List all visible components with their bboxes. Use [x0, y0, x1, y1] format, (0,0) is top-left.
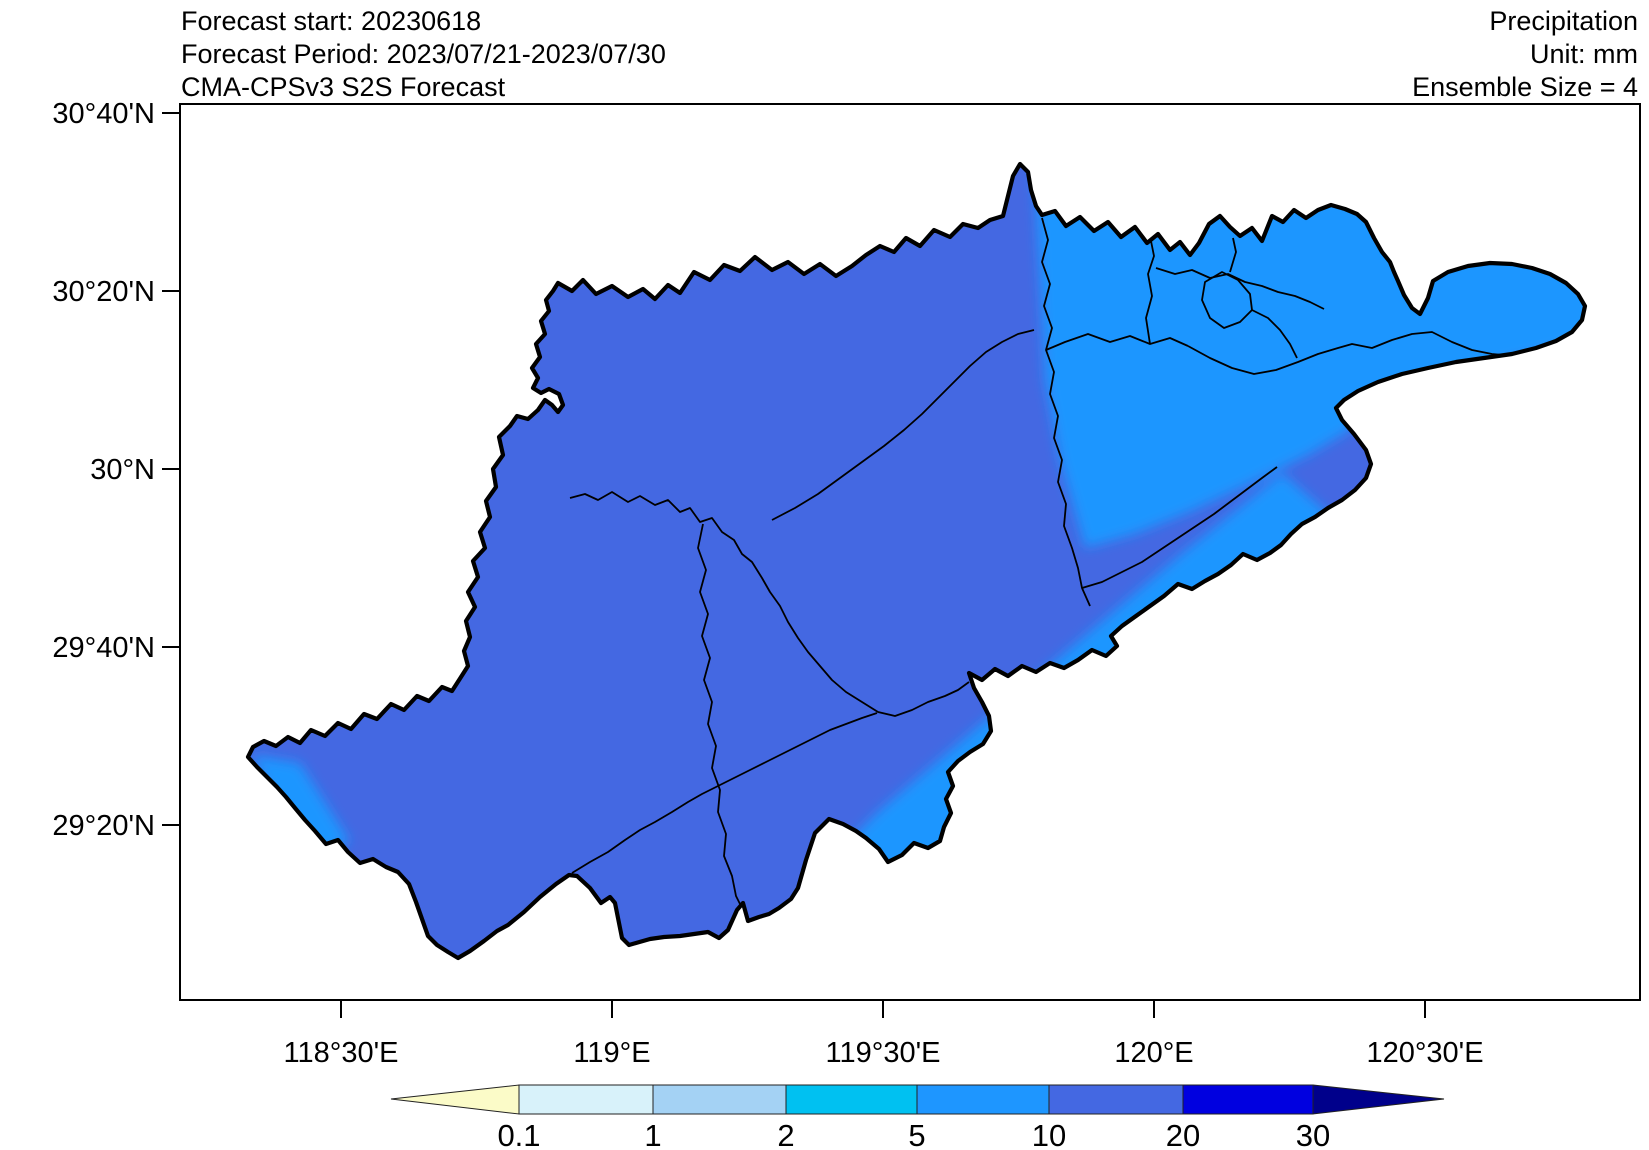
header-model-name: CMA-CPSv3 S2S Forecast — [181, 72, 506, 102]
colorbar-segment — [1182, 1084, 1314, 1115]
x-tick-label: 120°E — [1114, 1037, 1193, 1069]
district-boundary — [1045, 333, 1189, 351]
district-boundary — [571, 712, 878, 874]
colorbar-segment — [916, 1084, 1050, 1115]
colorbar-segment — [518, 1084, 654, 1115]
y-tick-label: 29°40'N — [52, 632, 155, 664]
district-boundary — [1201, 271, 1253, 329]
district-boundary — [1251, 309, 1298, 359]
colorbar-labels: 0.1 1 2 5 10 20 30 — [497, 1118, 1330, 1150]
district-boundary — [771, 329, 1035, 521]
colorbar-arrow-right — [1312, 1084, 1445, 1115]
colorbar-label: 0.1 — [497, 1118, 540, 1150]
district-boundary — [1081, 466, 1278, 589]
district-boundary — [1155, 267, 1325, 310]
x-tick-label: 120°30'E — [1366, 1037, 1483, 1069]
colorbar-label: 2 — [777, 1118, 794, 1150]
x-tick-label: 119°E — [573, 1037, 650, 1069]
district-boundaries — [569, 217, 1577, 913]
district-boundary — [697, 523, 745, 913]
header-forecast-period: Forecast Period: 2023/07/21-2023/07/30 — [181, 39, 666, 69]
colorbar-segment — [652, 1084, 787, 1115]
header-ensemble-size: Ensemble Size = 4 — [1412, 72, 1638, 102]
x-tick-label: 118°30'E — [284, 1037, 399, 1069]
y-tick-label: 30°N — [90, 454, 155, 486]
colorbar-label: 1 — [644, 1118, 661, 1150]
precip-region-5-10mm-west-tip — [252, 755, 350, 856]
district-boundary — [1229, 237, 1237, 273]
colorbar-label: 20 — [1166, 1118, 1200, 1150]
district-boundary — [1145, 240, 1155, 345]
y-tick-label: 30°40'N — [52, 98, 155, 130]
colorbar-label: 5 — [908, 1118, 925, 1150]
district-boundary — [569, 491, 970, 717]
x-axis: 118°30'E 119°E 119°30'E 120°E 120°30'E — [284, 1000, 1484, 1069]
colorbar-arrow-left — [390, 1084, 520, 1115]
plot-border — [179, 103, 1641, 1001]
colorbar-label: 30 — [1296, 1118, 1330, 1150]
header-forecast-start: Forecast start: 20230618 — [181, 6, 481, 36]
x-tick-label: 119°30'E — [826, 1037, 941, 1069]
header-unit: Unit: mm — [1530, 39, 1638, 69]
colorbar-segment — [1048, 1084, 1184, 1115]
district-boundary — [1041, 217, 1091, 607]
y-tick-label: 29°20'N — [52, 810, 155, 842]
colorbar-segment — [785, 1084, 918, 1115]
colorbar-label: 10 — [1032, 1118, 1066, 1150]
precip-map — [248, 120, 1630, 958]
y-tick-label: 30°20'N — [52, 276, 155, 308]
colorbar — [390, 1084, 1445, 1115]
y-axis: 30°40'N 30°20'N 30°N 29°40'N 29°20'N — [52, 98, 180, 842]
header-variable: Precipitation — [1489, 6, 1638, 36]
